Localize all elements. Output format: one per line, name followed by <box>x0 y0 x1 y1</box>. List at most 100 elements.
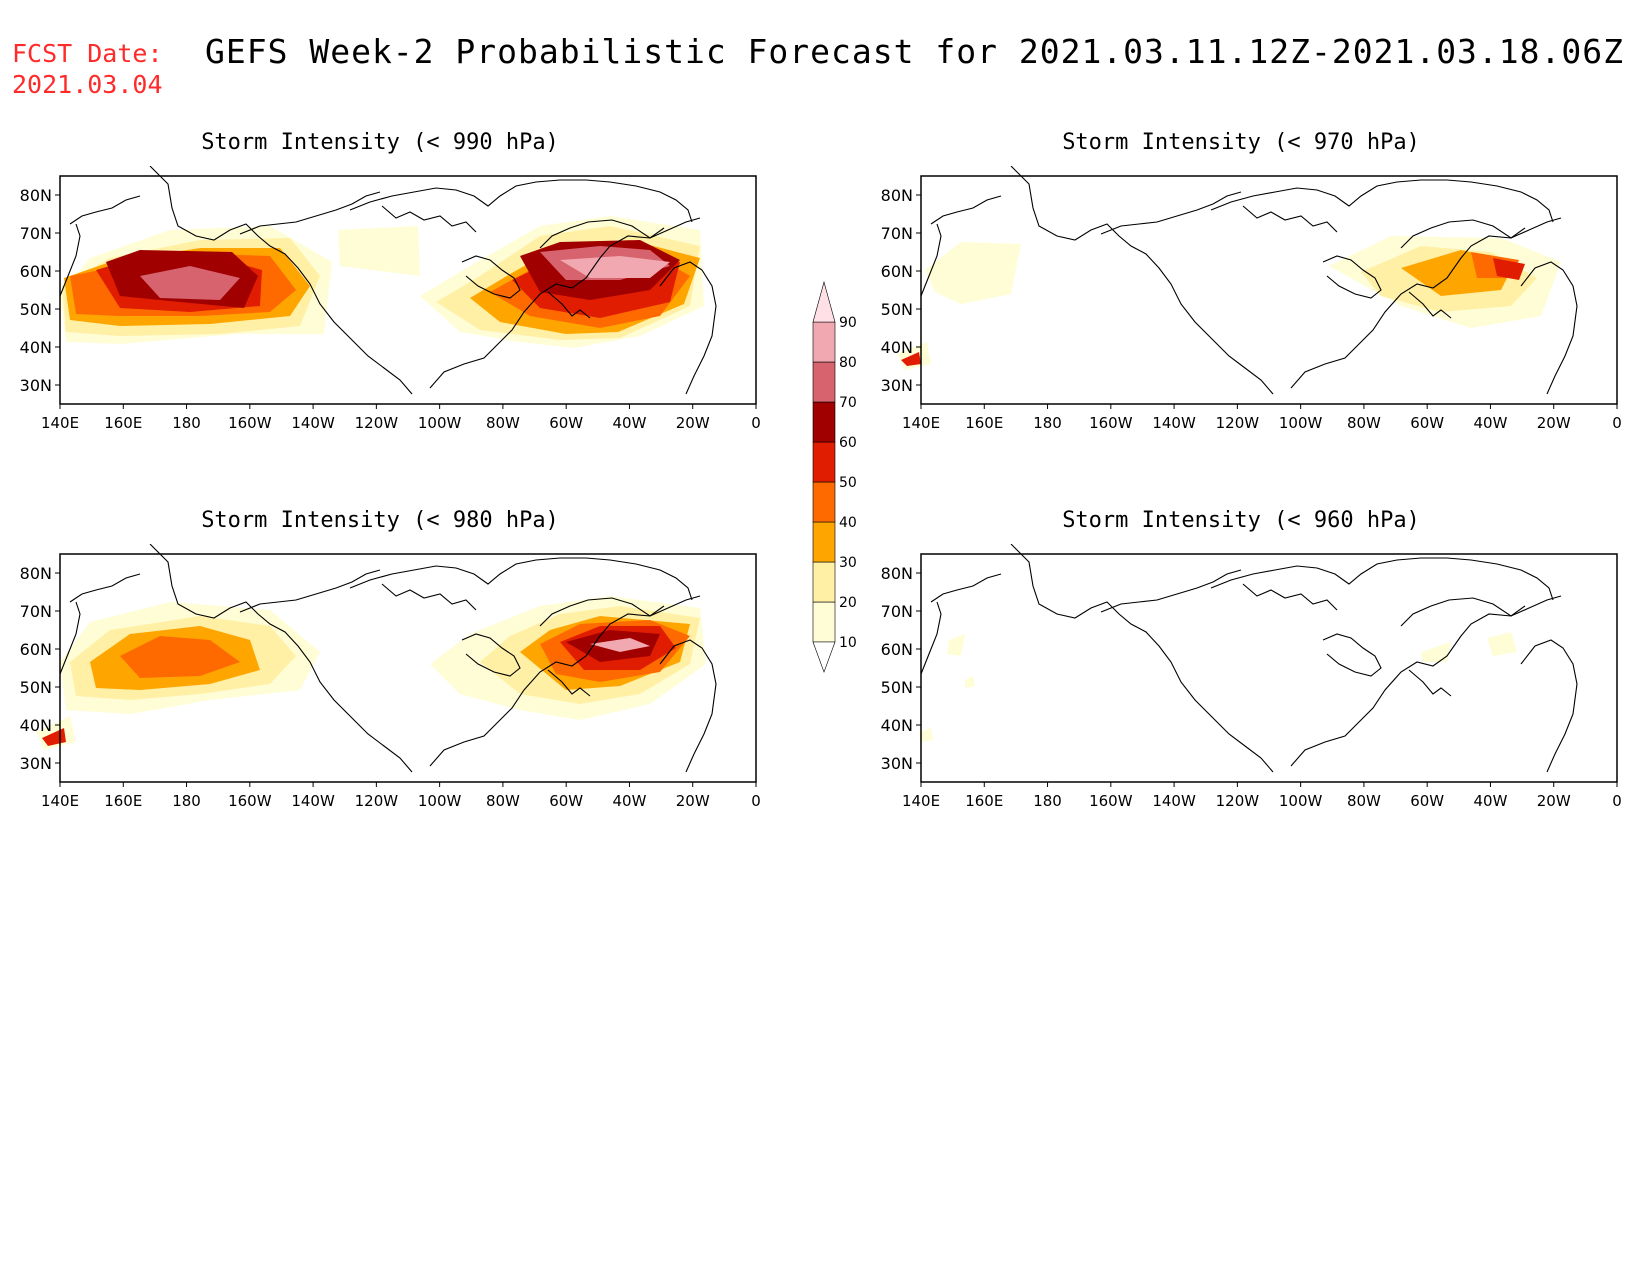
lon-label: 120W <box>1216 414 1260 432</box>
lon-label: 160E <box>104 792 142 810</box>
lon-label: 0 <box>1612 414 1621 432</box>
lon-label: 140W <box>1152 792 1196 810</box>
lon-label: 160E <box>965 792 1003 810</box>
legend-swatch <box>812 481 836 523</box>
lon-label: 160W <box>1089 792 1133 810</box>
coastline-segment <box>1408 669 1452 697</box>
lon-label: 160W <box>228 414 272 432</box>
lat-label: 30N <box>20 376 52 395</box>
fcst-date-caption: FCST Date: <box>12 39 163 68</box>
coastline-segment <box>1010 544 1274 773</box>
legend-swatch <box>812 441 836 483</box>
legend-level-label: 30 <box>839 555 857 571</box>
lon-label: 140E <box>41 414 79 432</box>
coastline-segment <box>149 166 413 395</box>
lon-label: 140E <box>41 792 79 810</box>
panel-title-980: Storm Intensity (< 980 hPa) <box>201 508 559 533</box>
coastline-segment <box>1322 255 1382 299</box>
panel-970: Storm Intensity (< 970 hPa) 80N 70N 60N 50N… <box>861 130 1621 450</box>
lon-label: 160W <box>228 792 272 810</box>
legend-level-label: 40 <box>839 515 857 531</box>
panel-title-970: Storm Intensity (< 970 hPa) <box>1062 130 1420 155</box>
coastline <box>59 166 717 395</box>
coastline-segment <box>1100 191 1242 235</box>
lon-label: 80W <box>486 414 520 432</box>
coastline-segment <box>1322 633 1382 677</box>
map-970: 80N 70N 60N 50N 40N 30N 140E 160E 180 160W 140W 120… <box>881 166 1621 432</box>
lon-label: 160E <box>965 414 1003 432</box>
lat-label: 40N <box>881 338 913 357</box>
lat-label: 60N <box>20 262 52 281</box>
probability-area <box>590 638 650 652</box>
coastline-segment <box>539 219 665 249</box>
lon-label: 0 <box>751 414 760 432</box>
legend-level-label: 80 <box>839 355 857 371</box>
panel-960: Storm Intensity (< 960 hPa) 80N 70N 60N 50N… <box>861 508 1621 828</box>
lat-label: 70N <box>881 602 913 621</box>
lat-label: 60N <box>881 262 913 281</box>
legend-swatch <box>812 521 836 563</box>
lon-label: 40W <box>1473 792 1507 810</box>
coastline-segment <box>539 597 665 627</box>
coastline-segment <box>239 569 381 613</box>
coastline-segment <box>1242 583 1338 611</box>
legend-swatch <box>812 321 836 363</box>
lon-label: 100W <box>418 414 462 432</box>
lat-label: 80N <box>20 564 52 583</box>
coastline-segment <box>1210 179 1554 223</box>
coastline <box>920 544 1578 773</box>
coastline-segment <box>920 601 942 675</box>
probability-area <box>1487 632 1517 656</box>
coastline-segment <box>1010 166 1274 395</box>
coastline-segment <box>1408 291 1452 319</box>
lon-label: 80W <box>1347 792 1381 810</box>
lat-label: 40N <box>20 338 52 357</box>
coastline-segment <box>429 595 701 767</box>
lon-label: 120W <box>355 792 399 810</box>
coastline-segment <box>930 195 1002 225</box>
probability-area <box>1493 258 1525 280</box>
legend-low-end <box>812 641 836 673</box>
coastline-segment <box>1400 219 1526 249</box>
lat-label: 50N <box>881 678 913 697</box>
probability-area <box>925 242 1021 304</box>
coastline-segment <box>429 217 701 389</box>
legend-swatch <box>812 601 836 643</box>
lon-label: 180 <box>172 414 201 432</box>
coastline-segment <box>1290 217 1562 389</box>
probability-shading <box>36 596 706 750</box>
fcst-date-value: 2021.03.04 <box>12 70 163 99</box>
lon-label: 40W <box>612 792 646 810</box>
lat-label: 40N <box>881 716 913 735</box>
lon-label: 160W <box>1089 414 1133 432</box>
lon-label: 140W <box>291 414 335 432</box>
probability-area <box>947 634 965 656</box>
lat-label: 70N <box>881 224 913 243</box>
probability-area <box>338 226 420 276</box>
lon-label: 140W <box>291 792 335 810</box>
coastline-segment <box>381 205 477 233</box>
coastline-segment <box>547 291 591 319</box>
panel-title-960: Storm Intensity (< 960 hPa) <box>1062 508 1420 533</box>
probability-shading <box>60 216 704 348</box>
legend-swatch <box>812 401 836 443</box>
probability-area <box>901 352 921 366</box>
map-frame <box>920 553 1618 783</box>
probability-area <box>140 266 240 300</box>
coastline-segment <box>659 639 717 773</box>
lat-label: 70N <box>20 224 52 243</box>
lat-label: 30N <box>20 754 52 773</box>
coastline-segment <box>1100 569 1242 613</box>
coastline-segment <box>59 223 81 297</box>
lat-label: 40N <box>20 716 52 735</box>
panel-980: Storm Intensity (< 980 hPa) 80N 70N 60N 50N… <box>0 508 760 828</box>
lon-label: 20W <box>1537 792 1571 810</box>
map-980: 80N 70N 60N 50N 40N 30N 140E 160E 180 160W 140W 120… <box>20 544 760 810</box>
map-frame <box>59 553 757 783</box>
legend-level-label: 70 <box>839 395 857 411</box>
coastline-segment <box>349 179 693 223</box>
legend-level-label: 50 <box>839 475 857 491</box>
coastline-segment <box>1400 597 1526 627</box>
lat-label: 80N <box>881 186 913 205</box>
coastline-segment <box>1520 261 1578 395</box>
